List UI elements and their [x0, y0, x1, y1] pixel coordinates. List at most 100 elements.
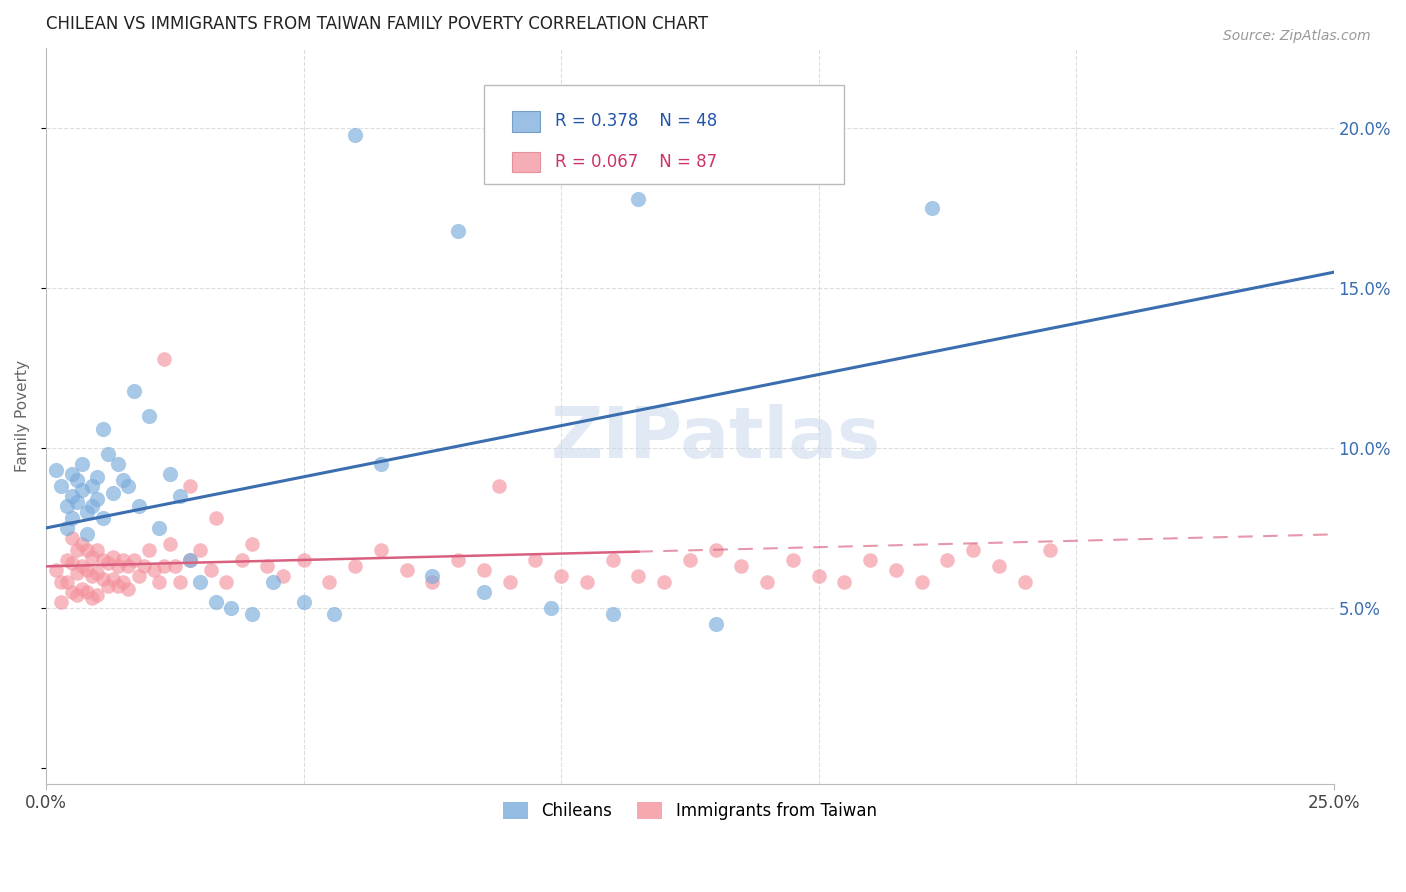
- Point: [159, 467, 181, 481]
- Point: [271, 569, 294, 583]
- Point: [128, 499, 150, 513]
- Point: [91, 511, 114, 525]
- Point: [910, 575, 932, 590]
- Point: [51, 575, 73, 590]
- Point: [179, 553, 201, 567]
- Point: [704, 543, 727, 558]
- Point: [76, 585, 98, 599]
- Point: [138, 409, 160, 423]
- Point: [575, 575, 598, 590]
- Point: [76, 527, 98, 541]
- Point: [91, 553, 114, 567]
- Point: [70, 537, 93, 551]
- Point: [122, 384, 145, 398]
- Point: [550, 569, 572, 583]
- Point: [70, 559, 93, 574]
- Point: [82, 549, 104, 564]
- Point: [86, 492, 108, 507]
- Point: [420, 575, 443, 590]
- Point: [205, 594, 228, 608]
- Point: [1014, 575, 1036, 590]
- Point: [148, 521, 170, 535]
- Point: [190, 575, 212, 590]
- Point: [472, 562, 495, 576]
- Point: [756, 575, 779, 590]
- Point: [60, 511, 83, 525]
- Point: [117, 559, 139, 574]
- Point: [97, 447, 120, 461]
- Point: [323, 607, 346, 622]
- Point: [45, 463, 67, 477]
- Point: [240, 537, 263, 551]
- Point: [498, 575, 520, 590]
- Point: [82, 569, 104, 583]
- Point: [807, 569, 830, 583]
- Point: [101, 485, 124, 500]
- Point: [169, 575, 191, 590]
- Point: [153, 351, 176, 366]
- Point: [60, 556, 83, 570]
- Point: [55, 553, 77, 567]
- Point: [91, 572, 114, 586]
- Point: [70, 457, 93, 471]
- Point: [602, 607, 624, 622]
- Point: [859, 553, 882, 567]
- Point: [652, 575, 675, 590]
- Point: [82, 499, 104, 513]
- Point: [107, 578, 129, 592]
- Text: R = 0.067    N = 87: R = 0.067 N = 87: [554, 153, 717, 171]
- Point: [205, 511, 228, 525]
- Point: [97, 578, 120, 592]
- Point: [704, 616, 727, 631]
- Point: [60, 467, 83, 481]
- Point: [66, 543, 89, 558]
- Point: [143, 562, 166, 576]
- Point: [488, 479, 510, 493]
- Text: CHILEAN VS IMMIGRANTS FROM TAIWAN FAMILY POVERTY CORRELATION CHART: CHILEAN VS IMMIGRANTS FROM TAIWAN FAMILY…: [46, 15, 709, 33]
- Point: [370, 543, 392, 558]
- Point: [86, 470, 108, 484]
- Point: [138, 543, 160, 558]
- Point: [627, 569, 650, 583]
- Point: [524, 553, 547, 567]
- Point: [132, 559, 155, 574]
- Point: [540, 601, 562, 615]
- Point: [240, 607, 263, 622]
- Point: [215, 575, 238, 590]
- Point: [112, 553, 135, 567]
- Point: [91, 422, 114, 436]
- Point: [86, 566, 108, 580]
- Point: [82, 591, 104, 606]
- Point: [55, 499, 77, 513]
- Point: [163, 559, 186, 574]
- Point: [60, 531, 83, 545]
- Point: [395, 562, 418, 576]
- Text: R = 0.378    N = 48: R = 0.378 N = 48: [554, 112, 717, 130]
- FancyBboxPatch shape: [512, 111, 540, 132]
- FancyBboxPatch shape: [484, 86, 845, 185]
- Point: [76, 543, 98, 558]
- Point: [45, 562, 67, 576]
- Point: [76, 505, 98, 519]
- Y-axis label: Family Poverty: Family Poverty: [15, 360, 30, 472]
- Point: [343, 128, 366, 142]
- Point: [60, 489, 83, 503]
- Legend: Chileans, Immigrants from Taiwan: Chileans, Immigrants from Taiwan: [496, 796, 883, 827]
- Point: [82, 479, 104, 493]
- Point: [128, 569, 150, 583]
- Point: [66, 495, 89, 509]
- Point: [782, 553, 804, 567]
- Point: [97, 556, 120, 570]
- Point: [200, 562, 222, 576]
- Point: [256, 559, 278, 574]
- Point: [51, 479, 73, 493]
- Point: [987, 559, 1010, 574]
- Point: [70, 483, 93, 497]
- Point: [117, 479, 139, 493]
- Point: [834, 575, 856, 590]
- Point: [66, 566, 89, 580]
- Point: [318, 575, 340, 590]
- Point: [101, 549, 124, 564]
- Point: [107, 457, 129, 471]
- Point: [627, 192, 650, 206]
